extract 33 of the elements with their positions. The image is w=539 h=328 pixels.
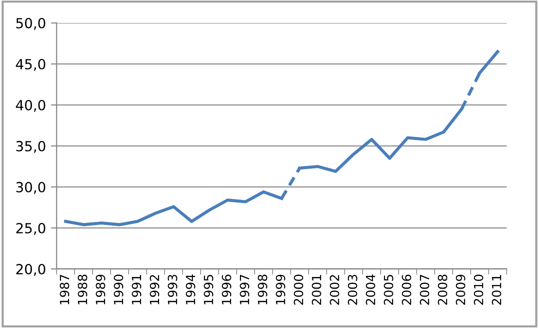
x-tick-label: 2007 [420,274,430,305]
y-tick-label: 20,0 [16,264,46,276]
x-tick-label: 1987 [60,274,70,304]
x-tick-label: 1992 [150,275,160,304]
x-tick-label: 2005 [384,274,394,305]
y-tick-label: 45,0 [16,58,46,71]
x-tick-label: 2000 [294,274,304,305]
x-tick-label: 1998 [258,274,268,304]
y-tick-label: 40,0 [16,100,46,112]
y-tick-label: 30,0 [16,182,46,194]
x-tick-label: 1996 [222,274,232,304]
x-tick-label: 2009 [456,274,466,305]
line-series [298,108,464,173]
x-tick-label: 2006 [402,274,412,305]
x-tick-label: 2008 [438,274,448,305]
x-tick-label: 1990 [114,274,124,304]
y-tick-label: 25,0 [16,222,46,235]
x-tick-label: 1988 [78,274,88,304]
x-tick-label: 2011 [492,274,502,305]
x-tick-label: 1991 [132,274,142,304]
x-tick-label: 1999 [276,274,286,304]
x-tick-label: 1995 [204,274,214,304]
x-tick-label: 1994 [186,274,196,304]
x-tick-label: 1989 [96,274,106,304]
x-tick-label: 2002 [330,275,340,305]
x-tick-label: 1997 [240,274,250,304]
y-tick-label: 35,0 [16,140,46,153]
x-tick-label: 2003 [348,274,358,305]
x-tick-label: 2004 [366,274,376,305]
x-tick-label: 1993 [168,274,178,304]
y-tick-label: 50,0 [16,18,46,30]
x-tick-label: 2001 [312,274,322,305]
x-tick-label: 2010 [474,274,484,305]
